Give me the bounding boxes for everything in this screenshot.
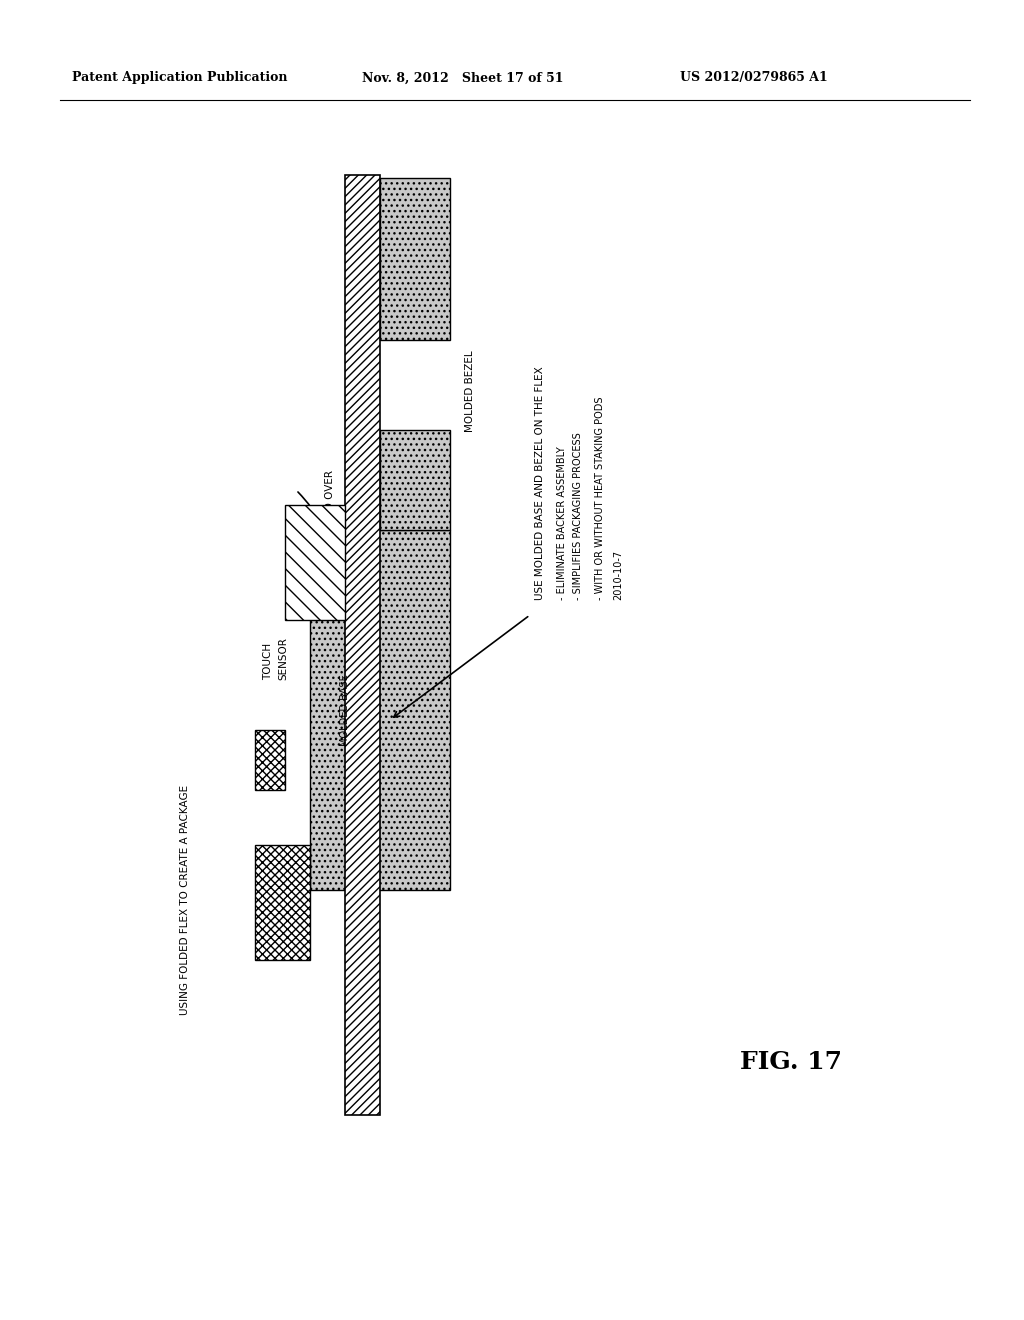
Text: MOLDED BEZEL: MOLDED BEZEL [465, 350, 475, 432]
Text: Patent Application Publication: Patent Application Publication [72, 71, 288, 84]
Text: US 2012/0279865 A1: US 2012/0279865 A1 [680, 71, 827, 84]
Bar [380, 178, 450, 341]
Text: FOLD OVER: FOLD OVER [325, 470, 335, 531]
Text: FIG. 17: FIG. 17 [740, 1049, 842, 1074]
Text: TOUCH: TOUCH [263, 643, 273, 680]
Bar [285, 506, 345, 620]
Bar [345, 176, 380, 1115]
Bar [255, 730, 285, 789]
Bar [380, 430, 450, 531]
Bar [310, 531, 450, 890]
Text: - SIMPLIFIES PACKAGING PROCESS: - SIMPLIFIES PACKAGING PROCESS [573, 432, 583, 601]
Bar [255, 845, 310, 960]
Text: SENSOR: SENSOR [278, 638, 288, 680]
Text: Nov. 8, 2012   Sheet 17 of 51: Nov. 8, 2012 Sheet 17 of 51 [362, 71, 563, 84]
Text: 2010-10-7: 2010-10-7 [613, 550, 623, 601]
Text: - WITH OR WITHOUT HEAT STAKING PODS: - WITH OR WITHOUT HEAT STAKING PODS [595, 396, 605, 601]
Text: - ELIMINATE BACKER ASSEMBLY: - ELIMINATE BACKER ASSEMBLY [557, 446, 567, 601]
Text: MOLDED BASE: MOLDED BASE [340, 675, 350, 746]
Text: USE MOLDED BASE AND BEZEL ON THE FLEX: USE MOLDED BASE AND BEZEL ON THE FLEX [535, 366, 545, 601]
Text: USING FOLDED FLEX TO CREATE A PACKAGE: USING FOLDED FLEX TO CREATE A PACKAGE [180, 785, 190, 1015]
